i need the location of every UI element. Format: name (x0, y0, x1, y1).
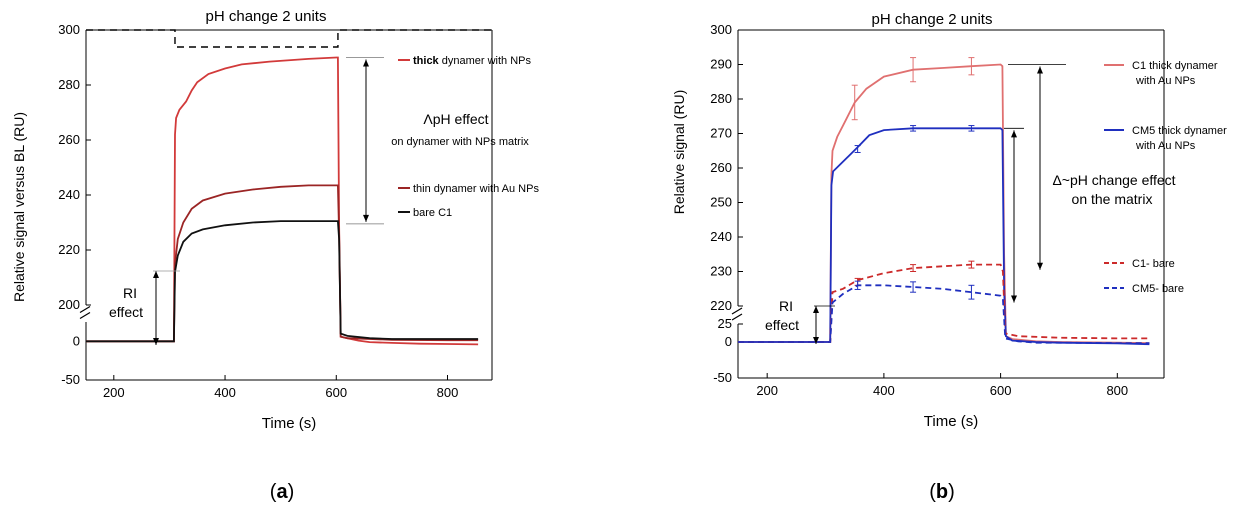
y-tick-label: 260 (58, 132, 80, 147)
arrow-head (1037, 66, 1043, 74)
arrow-head (1011, 130, 1017, 138)
chart-title: pH change 2 units (872, 11, 993, 28)
series-line-2 (86, 220, 479, 343)
y-tick-label: 300 (58, 22, 80, 37)
axis-break-mark (79, 311, 91, 320)
legend-label: C1- bare (1132, 258, 1175, 270)
arrow-head (813, 306, 819, 313)
ri-effect-label: effect (765, 317, 799, 333)
series-line-0 (738, 63, 1150, 344)
ri-effect-label: RI (123, 285, 137, 301)
legend-label: bare C1 (413, 207, 452, 219)
y-tick-label: 250 (710, 195, 732, 210)
x-tick-label: 400 (214, 385, 236, 400)
y-tick-label: 280 (58, 77, 80, 92)
arrow-head (1037, 262, 1043, 270)
legend-label: CM5- bare (1132, 283, 1184, 295)
arrow-head (813, 337, 819, 344)
y-tick-label: 280 (710, 91, 732, 106)
x-axis-label: Time (s) (262, 415, 316, 432)
delta-sublabel: on the matrix (1072, 191, 1153, 207)
x-tick-label: 600 (990, 383, 1012, 398)
x-tick-label: 600 (325, 385, 347, 400)
y-tick-label: 300 (710, 22, 732, 37)
series-line-0 (86, 56, 479, 346)
y-axis-label: Relative signal (RU) (671, 90, 687, 214)
x-axis-label: Time (s) (924, 413, 978, 430)
y-tick-label: 220 (710, 298, 732, 313)
x-tick-label: 800 (437, 385, 459, 400)
legend-label: C1 thick dynamer (1132, 60, 1218, 72)
panel-b-label: (b) (929, 481, 955, 503)
y-tick-label: 0 (73, 333, 80, 348)
y-tick-label: 240 (710, 229, 732, 244)
y-tick-label: -50 (713, 370, 732, 385)
y-tick-label: 270 (710, 126, 732, 141)
ri-effect-label: RI (779, 298, 793, 314)
series-line-3 (738, 284, 1150, 344)
x-tick-label: 400 (873, 383, 895, 398)
legend-label: thick dynamer with NPs (413, 55, 531, 67)
y-tick-label: 220 (58, 242, 80, 257)
axis-break-mark (731, 307, 743, 315)
legend-label: with Au NPs (1135, 75, 1196, 87)
axis-break-mark (731, 313, 743, 321)
arrow-head (1011, 295, 1017, 303)
legend-label: thin dynamer with Au NPs (413, 183, 539, 195)
legend-label-rest: dynamer with NPs (439, 55, 532, 67)
arrow-head (363, 214, 369, 222)
arrow-head (153, 338, 159, 345)
y-tick-label: 230 (710, 264, 732, 279)
legend-label: with Au NPs (1135, 140, 1196, 152)
x-tick-label: 200 (103, 385, 125, 400)
delta-sublabel: on dynamer with NPs matrix (391, 136, 529, 148)
ph-step-indicator (86, 29, 492, 48)
ri-effect-label: effect (109, 304, 143, 320)
delta-label: ΛpH effect (423, 111, 488, 127)
panel-a-label: (a) (270, 481, 294, 503)
legend-label-bold: thick (413, 55, 440, 67)
arrow-head (363, 59, 369, 67)
series-line-2 (738, 263, 1150, 343)
series-line-1 (738, 127, 1150, 346)
y-tick-label: 240 (58, 187, 80, 202)
y-tick-label: 260 (710, 160, 732, 175)
delta-label: Δ~pH change effect (1052, 172, 1175, 188)
legend-label: CM5 thick dynamer (1132, 125, 1227, 137)
axis-break-mark (79, 305, 91, 314)
y-tick-label: 25 (718, 316, 732, 331)
arrow-head (153, 271, 159, 278)
x-tick-label: 200 (756, 383, 778, 398)
panel-a: 200 400 600 800 200 220 240 260 280 300 -50 0 Time (… (11, 8, 539, 432)
y-tick-label: -50 (61, 372, 80, 387)
y-tick-label: 200 (58, 297, 80, 312)
panel-b: 200 400 600 800220230240250260270280290300-… (671, 11, 1227, 430)
chart-title: pH change 2 units (206, 8, 327, 25)
y-axis-label: Relative signal versus BL (RU) (11, 112, 27, 302)
y-tick-label: 0 (725, 334, 732, 349)
x-tick-label: 800 (1106, 383, 1128, 398)
y-tick-label: 290 (710, 57, 732, 72)
